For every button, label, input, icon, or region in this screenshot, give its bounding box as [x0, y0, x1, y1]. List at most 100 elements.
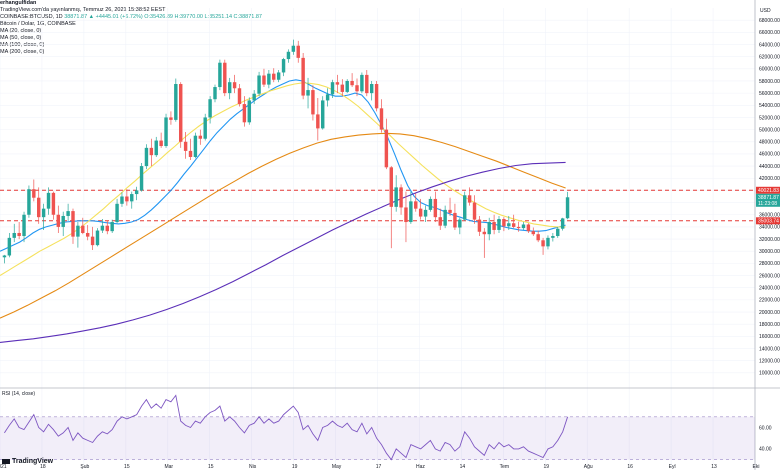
time-tick: 13 [711, 464, 717, 470]
time-tick: 16 [627, 464, 633, 470]
time-tick: Eki [753, 464, 760, 470]
candle [556, 226, 560, 238]
candle [203, 113, 207, 141]
candle [139, 163, 144, 192]
svg-text:11:23:08: 11:23:08 [758, 201, 777, 207]
candle [179, 82, 183, 148]
price-label: 38871.87 [756, 193, 780, 201]
candle [350, 73, 354, 88]
candle [120, 192, 124, 207]
ma-line-2 [0, 132, 566, 319]
price-tick: 10000.00 [759, 371, 780, 377]
candle [463, 191, 467, 221]
candle [41, 203, 46, 230]
candle [423, 205, 428, 223]
indicator-ma100[interactable]: MA (100, close, 0) [0, 42, 45, 48]
time-tick: 2021 [0, 464, 7, 470]
price-tick: 56000.00 [759, 91, 780, 97]
candle [51, 191, 56, 220]
price-tick: 32000.00 [759, 237, 780, 243]
candle [433, 191, 438, 223]
ma-line-0 [0, 79, 566, 252]
candle [335, 74, 340, 94]
candle [257, 71, 261, 97]
candle [340, 79, 345, 97]
candle [325, 88, 330, 107]
time-tick: Tem [500, 464, 509, 470]
candle [355, 78, 359, 97]
price-tick: 52000.00 [759, 115, 780, 121]
svg-text:40021.83: 40021.83 [758, 188, 779, 194]
candle [482, 228, 487, 258]
price-tick: 54000.00 [759, 103, 780, 109]
price-tick: 14000.00 [759, 346, 780, 352]
price-axis: 10000.00 12000.00 14000.00 16000.00 18000.00… [759, 18, 780, 453]
ohlc-values: 38871.87 ▲ +4445.01 (+6.72%) O:35426.89 … [64, 14, 262, 20]
price-tick: 30000.00 [759, 249, 780, 255]
candle [227, 77, 232, 100]
candle [281, 57, 286, 77]
candle [154, 136, 158, 157]
candle [17, 222, 21, 240]
candle [546, 235, 550, 250]
ma-line-1 [0, 82, 566, 276]
candle [394, 175, 398, 212]
price-tick: 48000.00 [759, 140, 780, 146]
indicator-ma200[interactable]: MA (200, close, 0) [0, 49, 45, 55]
candle [497, 215, 501, 233]
candle [467, 187, 472, 206]
candle [526, 223, 531, 233]
time-tick: Ağu [584, 464, 593, 470]
candle [76, 222, 80, 248]
candle [272, 68, 276, 83]
time-axis: 2021 18 Şub 15 Mar 15 Nis 19 May 17 Haz 14 Tem 19 Ağu 1… [0, 464, 759, 470]
rsi-pane [0, 394, 755, 461]
moving-averages [0, 79, 566, 343]
candle [384, 118, 389, 170]
candle [418, 198, 423, 220]
candle [100, 218, 105, 233]
price-tick: 64000.00 [759, 42, 780, 48]
candle [536, 230, 540, 243]
indicator-ma20[interactable]: MA (20, close, 0) [0, 28, 42, 34]
candle [134, 186, 139, 201]
candle [85, 225, 90, 241]
candle [477, 215, 482, 237]
candle [472, 195, 477, 224]
currency-label: USD [760, 8, 771, 14]
price-tick: 24000.00 [759, 286, 780, 292]
candle [276, 70, 281, 83]
candle [379, 99, 384, 133]
candle [223, 59, 227, 97]
candle [130, 191, 134, 209]
candle [487, 217, 491, 241]
candle [164, 113, 168, 148]
ma-line-3 [0, 161, 566, 343]
publisher-name[interactable]: erhangulfidan [0, 0, 37, 6]
price-tick: 50000.00 [759, 127, 780, 133]
tradingview-logo[interactable]: TradingView [2, 458, 53, 465]
candle [301, 52, 305, 100]
candle [252, 90, 256, 105]
candle [247, 97, 251, 125]
candle [66, 203, 70, 221]
time-tick: Mar [164, 464, 173, 470]
candle [46, 187, 51, 215]
time-tick: Haz [416, 464, 425, 470]
price-tick: 66000.00 [759, 30, 780, 36]
candle [32, 179, 36, 202]
candle [242, 96, 247, 127]
chart-title: Bitcoin / Dolar, 1G, COINBASE [0, 21, 76, 27]
price-tick: 58000.00 [759, 79, 780, 85]
candle [174, 78, 178, 122]
candle [208, 96, 212, 124]
indicator-ma50[interactable]: MA (50, close, 0) [0, 35, 42, 41]
candle [232, 74, 237, 94]
price-tick: 60000.00 [759, 67, 780, 73]
candle [149, 138, 154, 167]
candle [511, 214, 516, 229]
candle [560, 217, 565, 231]
candle [330, 79, 335, 98]
candle [507, 215, 511, 230]
